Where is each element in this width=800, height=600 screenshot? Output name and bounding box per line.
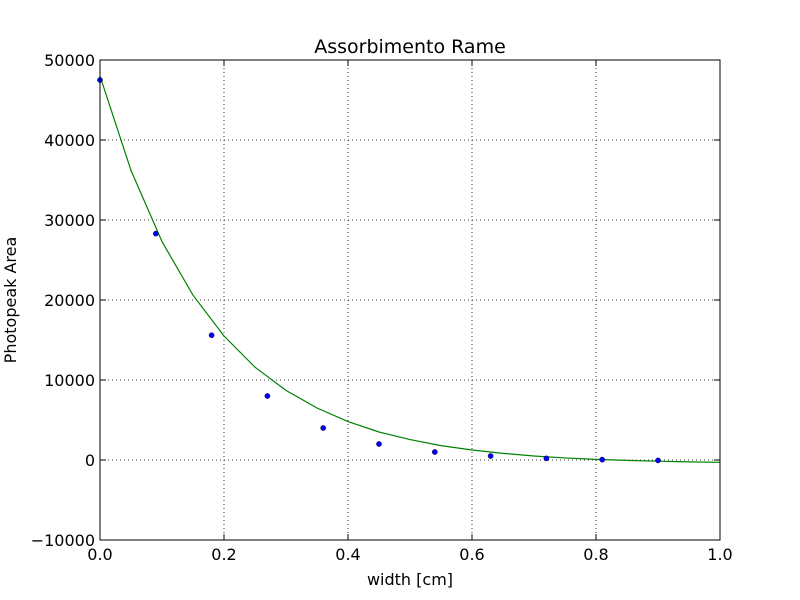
x-tick-label: 0.6 [459, 545, 484, 564]
x-tick-label: 0.4 [335, 545, 360, 564]
y-tick-label: 0 [85, 451, 95, 470]
x-axis-label: width [cm] [367, 570, 453, 589]
y-tick-label: 50000 [44, 51, 95, 70]
fit-curve-layer [99, 75, 721, 463]
data-point [543, 455, 550, 462]
y-tick-label: 20000 [44, 291, 95, 310]
chart-title: Assorbimento Rame [314, 36, 506, 58]
data-point [152, 230, 159, 237]
y-tick-label: 40000 [44, 131, 95, 150]
data-points-layer [97, 77, 661, 464]
y-axis-label: Photopeak Area [1, 237, 20, 364]
tick-marks [99, 59, 721, 541]
data-point [208, 332, 215, 339]
fit-curve [99, 75, 721, 463]
y-tick-label: 10000 [44, 371, 95, 390]
data-point [264, 393, 271, 399]
x-tick-label: 1.0 [707, 545, 732, 564]
x-tick-label: 0.8 [583, 545, 608, 564]
y-tick-label: 30000 [44, 211, 95, 230]
data-point [655, 457, 661, 464]
y-tick-label: −10000 [31, 531, 95, 550]
x-tick-label: 0.2 [211, 545, 236, 564]
data-point [487, 453, 494, 459]
y-tick-labels: −10000 0 10000 20000 30000 40000 50000 [31, 51, 95, 550]
data-point [599, 456, 606, 463]
data-point [431, 449, 438, 455]
x-tick-label: 0.0 [87, 545, 112, 564]
data-point [376, 441, 382, 447]
x-tick-labels: 0.0 0.2 0.4 0.6 0.8 1.0 [87, 545, 732, 564]
data-point [320, 425, 327, 431]
